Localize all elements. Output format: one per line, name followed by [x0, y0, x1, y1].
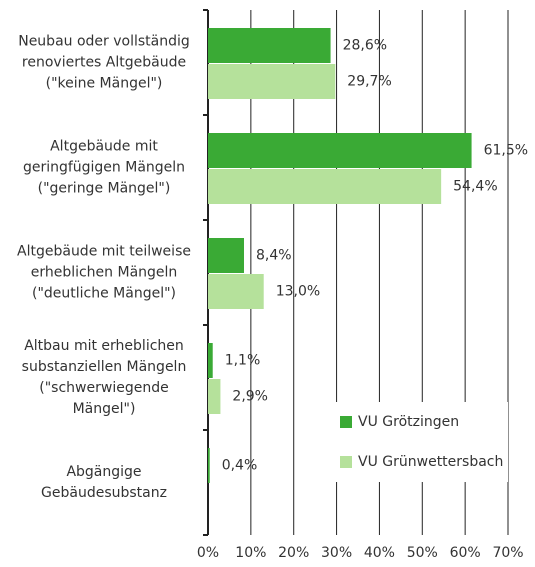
bar: [208, 274, 264, 309]
bar: [208, 28, 331, 63]
legend-swatch: [340, 416, 352, 428]
label-line: erheblichen Mängeln: [31, 265, 178, 281]
label-line: renoviertes Altgebäude: [22, 55, 186, 71]
legend-box: [328, 402, 508, 482]
value-label: 2,9%: [232, 389, 268, 405]
x-tick-label: 20%: [278, 545, 309, 561]
bar: [208, 448, 210, 483]
bar: [208, 343, 213, 378]
y-tick-label: Abgängige Gebäudesubstanz: [41, 464, 167, 501]
bar: [208, 379, 221, 414]
label-line: Altgebäude mit: [50, 139, 158, 155]
label-line: ("schwerwiegende: [39, 380, 168, 396]
label-line: ("deutliche Mängel"): [32, 286, 176, 302]
legend-label: VU Grötzingen: [358, 414, 459, 430]
x-tick-label: 40%: [364, 545, 395, 561]
label-line: Abgängige: [66, 464, 141, 480]
y-tick-label: Altgebäude mit geringfügigen Mängeln ("ger…: [23, 139, 185, 197]
value-label: 0,4%: [222, 458, 258, 474]
legend-label: VU Grünwettersbach: [358, 454, 503, 470]
label-line: geringfügigen Mängeln: [23, 160, 185, 176]
value-label: 1,1%: [225, 353, 261, 369]
value-label: 28,6%: [343, 38, 387, 54]
y-tick-label: Altbau mit erheblichen substanziellen Män…: [22, 338, 187, 417]
value-label: 54,4%: [453, 179, 497, 195]
label-line: substanziellen Mängeln: [22, 359, 187, 375]
label-line: Gebäudesubstanz: [41, 485, 167, 501]
value-label: 13,0%: [276, 284, 320, 300]
x-tick-label: 60%: [450, 545, 481, 561]
label-line: Mängel"): [73, 401, 136, 417]
y-tick-label: Neubau oder vollständig renoviertes Altge…: [18, 34, 190, 92]
x-tick-label: 0%: [197, 545, 219, 561]
x-tick-label: 70%: [492, 545, 523, 561]
legend-swatch: [340, 456, 352, 468]
label-line: Altgebäude mit teilweise: [17, 244, 191, 260]
label-line: Neubau oder vollständig: [18, 34, 190, 50]
value-label: 29,7%: [347, 74, 391, 90]
value-label: 8,4%: [256, 248, 292, 264]
x-tick-label: 50%: [407, 545, 438, 561]
bar: [208, 169, 442, 204]
y-tick-label: Altgebäude mit teilweise erheblichen Mäng…: [17, 244, 191, 302]
bar: [208, 64, 336, 99]
label-line: ("geringe Mängel"): [38, 181, 171, 197]
value-label: 61,5%: [484, 143, 528, 159]
label-line: Altbau mit erheblichen: [24, 338, 184, 354]
x-tick-label: 10%: [235, 545, 266, 561]
bar: [208, 133, 472, 168]
label-line: ("keine Mängel"): [46, 76, 163, 92]
x-tick-label: 30%: [321, 545, 352, 561]
bar: [208, 238, 244, 273]
